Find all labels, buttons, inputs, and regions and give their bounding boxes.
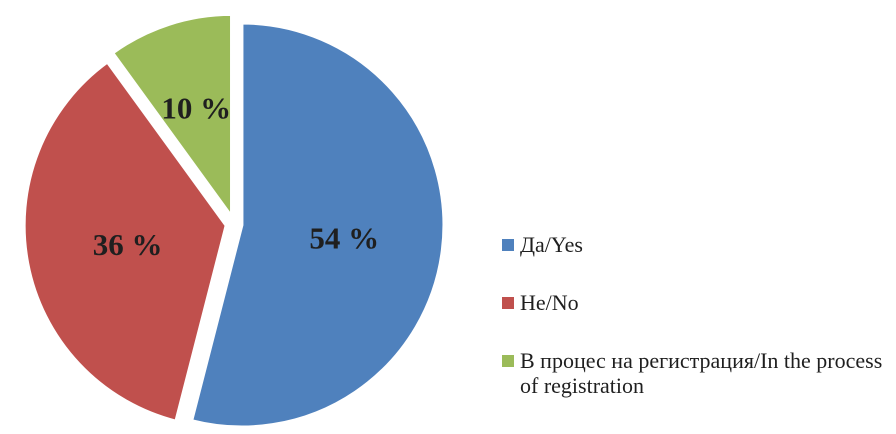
legend-item-yes: Да/Yes: [502, 232, 892, 257]
pie-slice-no: [22, 59, 228, 423]
legend-swatch-no: [502, 297, 514, 309]
legend-label-no: Не/No: [520, 290, 579, 315]
legend-swatch-yes: [502, 239, 514, 251]
data-label-yes: 54 %: [309, 220, 379, 255]
pie-slice-yes: [189, 21, 446, 429]
legend: Да/Yes Не/No В процес на регистрация/In …: [502, 232, 892, 431]
data-label-no: 36 %: [93, 227, 163, 262]
data-label-in-process: 10 %: [161, 90, 231, 125]
legend-label-yes: Да/Yes: [520, 232, 583, 257]
legend-item-no: Не/No: [502, 290, 892, 315]
pie-slice-in-process: [110, 12, 234, 222]
legend-item-in-process: В процес на регистрация/In the process o…: [502, 348, 892, 398]
legend-label-in-process: В процес на регистрация/In the process o…: [520, 348, 883, 398]
legend-swatch-in-process: [502, 355, 514, 367]
